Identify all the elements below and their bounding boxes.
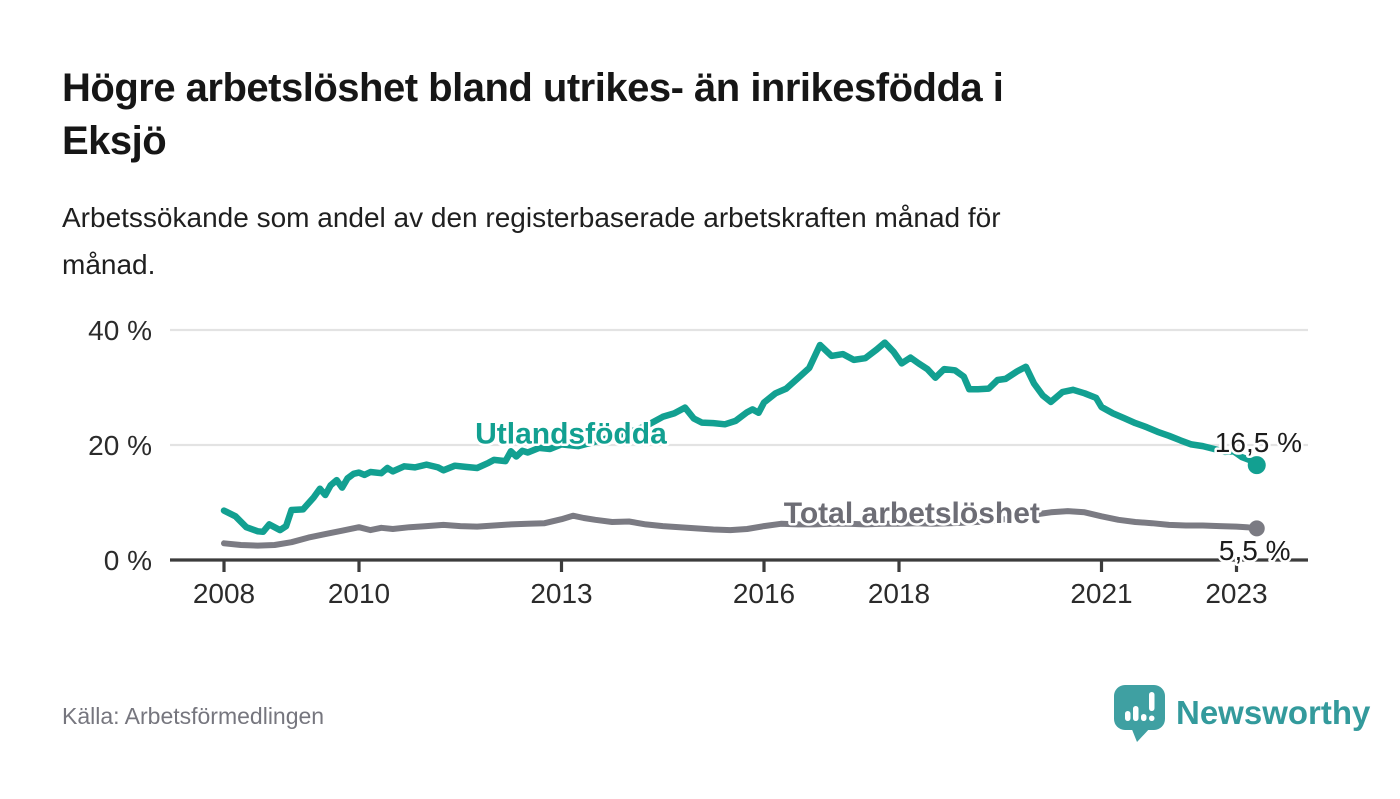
chart-annotation-3: 5,5 % (1219, 535, 1291, 566)
logo-svg: Newsworthy (1114, 685, 1371, 742)
y-tick-label: 20 % (88, 430, 152, 461)
chart-annotation-1: Total arbetslöshet (784, 497, 1040, 530)
chart-subtitle: Arbetssökande som andel av den registerb… (62, 194, 1262, 288)
x-tick-label: 2018 (868, 578, 930, 609)
logo-exclamation-icon (1149, 692, 1155, 711)
x-tick-label: 2021 (1070, 578, 1132, 609)
x-tick-label: 2023 (1205, 578, 1267, 609)
logo-text: Newsworthy (1176, 694, 1371, 731)
y-tick-label: 0 % (104, 545, 152, 576)
series-line-utlandsfodda (220, 339, 1260, 536)
logo-exclamation-dot (1149, 715, 1155, 721)
subtitle-line-2: månad. (62, 249, 156, 280)
chart-annotation-2: 16,5 % (1215, 427, 1302, 458)
x-tick-label: 2016 (733, 578, 795, 609)
logo-bar-1 (1125, 711, 1131, 721)
series-end-dot-total (1248, 520, 1265, 537)
logo-bar-3 (1141, 714, 1147, 721)
newsworthy-logo: Newsworthy (1112, 680, 1372, 750)
title-line-2: Eksjö (62, 119, 167, 163)
logo-icon (1114, 685, 1165, 742)
source-text: Källa: Arbetsförmedlingen (62, 703, 325, 729)
y-tick-label: 40 % (88, 315, 152, 346)
logo-bar-2 (1133, 706, 1139, 721)
series-end-dot-utlandsfodda (1247, 456, 1266, 475)
page-title: Högre arbetslöshet bland utrikes- än inr… (62, 62, 1362, 168)
x-tick-label: 2008 (193, 578, 255, 609)
subtitle-line-1: Arbetssökande som andel av den registerb… (62, 202, 1001, 233)
x-tick-label: 2013 (530, 578, 592, 609)
chart-annotation-0: Utlandsfödda (475, 417, 667, 450)
x-tick-label: 2010 (328, 578, 390, 609)
series-line-total (221, 508, 1260, 549)
title-line-1: Högre arbetslöshet bland utrikes- än inr… (62, 66, 1004, 110)
